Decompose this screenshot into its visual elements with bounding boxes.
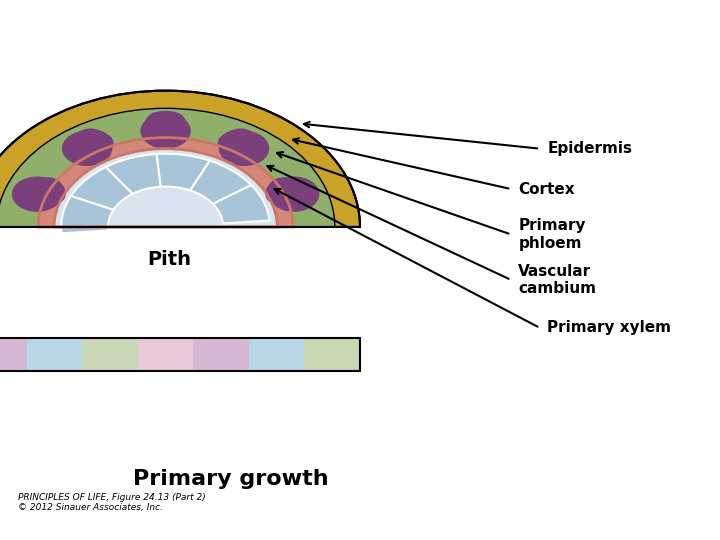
Text: Primary growth: Primary growth [132, 469, 328, 489]
Wedge shape [156, 154, 210, 191]
Text: Vascular
cambium: Vascular cambium [518, 264, 596, 296]
Circle shape [154, 111, 186, 133]
Circle shape [140, 113, 191, 148]
Circle shape [225, 129, 256, 151]
Wedge shape [71, 167, 132, 210]
Text: Primary xylem: Primary xylem [547, 320, 671, 335]
Bar [138, 338, 194, 371]
Text: Epidermis: Epidermis [547, 141, 632, 156]
Circle shape [150, 111, 181, 133]
Text: Primary
phloem: Primary phloem [518, 218, 586, 251]
Wedge shape [190, 160, 251, 204]
Circle shape [62, 131, 112, 166]
Wedge shape [213, 185, 269, 224]
Bar [0, 338, 360, 371]
Wedge shape [54, 148, 277, 227]
Bar [82, 338, 138, 371]
Circle shape [269, 177, 300, 199]
Circle shape [217, 132, 249, 154]
Circle shape [266, 180, 298, 202]
Circle shape [75, 129, 107, 151]
Circle shape [266, 183, 297, 205]
Circle shape [31, 177, 63, 199]
Text: PRINCIPLES OF LIFE, Figure 24.13 (Part 2)
© 2012 Sinauer Associates, Inc.: PRINCIPLES OF LIFE, Figure 24.13 (Part 2… [18, 493, 206, 512]
Wedge shape [38, 138, 293, 227]
Circle shape [145, 111, 177, 133]
Circle shape [78, 130, 110, 152]
Circle shape [34, 183, 66, 205]
Wedge shape [0, 109, 335, 227]
Bar [249, 338, 305, 371]
Circle shape [269, 177, 320, 212]
Bar [305, 338, 360, 371]
Text: Pith: Pith [147, 250, 192, 269]
Wedge shape [106, 154, 161, 194]
Circle shape [12, 177, 62, 212]
Circle shape [33, 180, 65, 202]
Text: Figure 24.13  A Woody Twig Has Both Primary and Secondary Tissues (Part 2): Figure 24.13 A Woody Twig Has Both Prima… [7, 12, 598, 27]
Bar [0, 338, 27, 371]
Wedge shape [0, 91, 360, 227]
Text: Cortex: Cortex [518, 181, 575, 197]
Wedge shape [61, 196, 113, 233]
Circle shape [82, 132, 114, 154]
Bar [194, 338, 249, 371]
Bar [27, 338, 82, 371]
Circle shape [219, 131, 269, 166]
Circle shape [221, 130, 253, 152]
